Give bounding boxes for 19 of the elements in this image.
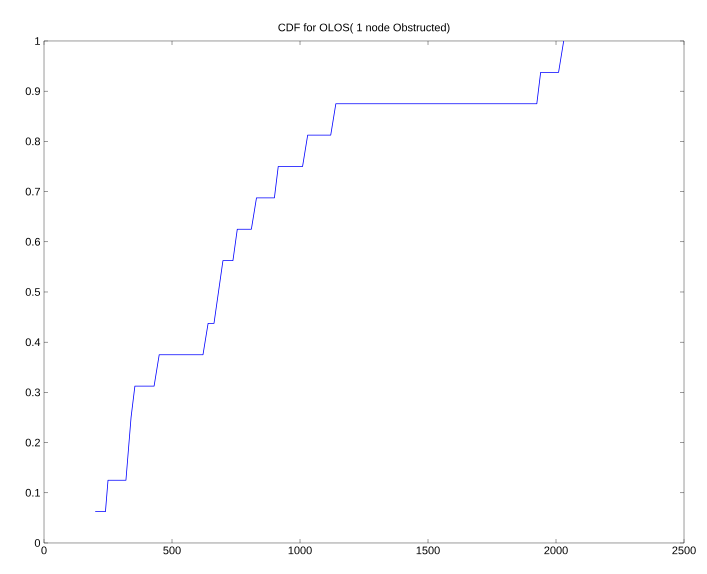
y-tick-label: 0.8	[26, 138, 40, 146]
x-tick-label: 2500	[672, 546, 696, 554]
y-tick-label: 0.4	[26, 338, 40, 346]
y-tick-label: 0.2	[26, 438, 40, 446]
chart-title: CDF for OLOS( 1 node Obstructed)	[278, 23, 450, 34]
y-tick-label: 0.9	[26, 87, 40, 96]
x-tick-label: 0	[41, 546, 47, 554]
line-series	[94, 40, 564, 512]
x-tick-label: 1500	[416, 546, 440, 554]
y-tick-label: 0.3	[26, 388, 40, 396]
y-tick-label: 0.7	[26, 188, 40, 196]
y-tick-label: 0	[34, 539, 40, 547]
x-tick-label: 1000	[288, 546, 312, 554]
y-tick-label: 0.5	[26, 288, 40, 296]
y-tick-label: 0.1	[26, 488, 40, 497]
y-tick-label: 1	[35, 37, 40, 45]
x-tick-label: 500	[163, 546, 181, 554]
x-tick-label: 2000	[544, 546, 568, 554]
y-tick-label: 0.6	[26, 238, 40, 246]
